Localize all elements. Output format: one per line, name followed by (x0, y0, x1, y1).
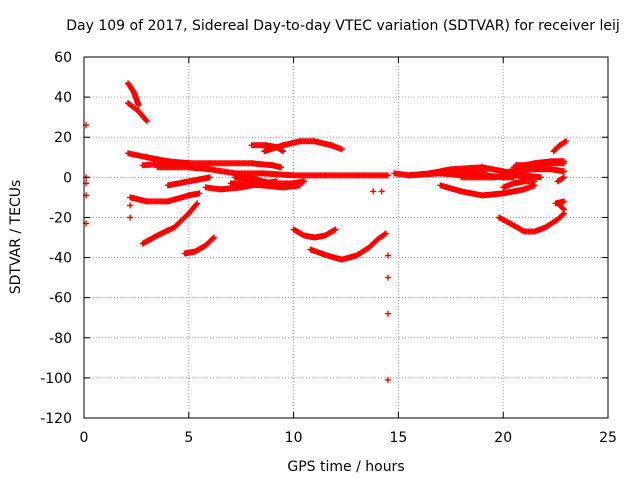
data-point-run (171, 210, 192, 231)
x-tick-label: 0 (80, 430, 89, 446)
data-point-run (542, 216, 561, 231)
data-point (127, 214, 134, 221)
data-point-run (206, 166, 238, 177)
data-track (496, 210, 567, 235)
data-track (125, 100, 150, 125)
data-point-run (322, 226, 339, 239)
data-track (556, 202, 567, 213)
data-point-run (125, 100, 142, 115)
data-point (370, 188, 377, 195)
data-point (127, 202, 134, 209)
data-track (290, 226, 339, 241)
data-point-run (185, 200, 201, 217)
plot-frame (83, 56, 609, 419)
y-tick-label: 40 (54, 90, 72, 106)
data-point-run (206, 160, 255, 167)
y-tick-label: -20 (49, 210, 72, 226)
data-point-run (185, 190, 203, 199)
data-point-run (458, 188, 486, 199)
data-point-run (556, 138, 570, 149)
data-point-run (248, 160, 276, 169)
data-point-run (542, 160, 567, 167)
axis-ticks: 0 5 10 15 20 25 60 40 20 0 -20 -40 -60 -80 -100 -120 (40, 50, 617, 446)
data-track (550, 138, 570, 155)
data-track (125, 80, 142, 109)
y-tick-label: -80 (49, 331, 72, 347)
data-track (139, 200, 201, 247)
x-tick-label: 10 (285, 430, 303, 446)
y-tick-label: -60 (49, 291, 72, 307)
data-point-run (353, 172, 391, 179)
y-tick-label: -40 (49, 251, 72, 267)
data-track (552, 198, 567, 207)
data-point-run (554, 174, 567, 185)
data-track (234, 170, 391, 179)
data-point-run (135, 108, 150, 125)
data-track (227, 180, 303, 191)
chart-title: Day 109 of 2017, Sidereal Day-to-day VTE… (66, 18, 620, 34)
data-track (261, 138, 345, 155)
data-point (384, 274, 391, 281)
data-track (231, 174, 308, 187)
y-tick-label: -120 (40, 411, 72, 427)
x-tick-label: 20 (494, 430, 512, 446)
y-tick-label: 60 (54, 50, 72, 66)
data-track (506, 166, 567, 175)
x-axis-label: GPS time / hours (287, 459, 404, 475)
data-point-run (556, 202, 567, 213)
data-point-run (164, 160, 213, 167)
data-track (181, 234, 217, 257)
data-track (512, 160, 567, 169)
y-tick-label: -100 (40, 371, 72, 387)
data-point-run (164, 178, 192, 189)
data-point-run (131, 90, 142, 109)
x-tick-label: 15 (389, 430, 407, 446)
data-point-run (521, 178, 538, 185)
data-point-run (353, 244, 373, 259)
data-series (83, 80, 570, 383)
data-point-run (374, 230, 389, 243)
data-point-run (125, 150, 150, 161)
data-point-run (269, 162, 285, 171)
data-track (437, 182, 538, 199)
data-point-run (521, 182, 538, 193)
data-point-run (479, 190, 507, 199)
y-tick-label: 20 (54, 130, 72, 146)
x-tick-label: 5 (184, 430, 193, 446)
data-track (127, 190, 203, 205)
data-track (139, 160, 285, 171)
data-point-run (548, 166, 567, 175)
data-point-run (202, 234, 217, 249)
y-tick-label: 0 (63, 170, 72, 186)
data-track (307, 230, 389, 263)
data-track (500, 178, 538, 191)
data-point-run (280, 182, 303, 191)
data-point (384, 376, 391, 383)
x-tick-label: 25 (599, 430, 617, 446)
data-track (164, 174, 213, 189)
data-point (378, 188, 385, 195)
y-axis-label: SDTVAR / TECUs (8, 180, 24, 295)
data-point-run (510, 172, 538, 181)
data-point-run (328, 142, 345, 153)
grid (84, 57, 608, 418)
data-point-run (164, 192, 192, 205)
data-point (384, 252, 391, 259)
data-track (554, 174, 567, 185)
data-point-run (437, 182, 465, 195)
data-track (458, 172, 538, 181)
data-point-run (552, 198, 567, 207)
data-point-run (554, 210, 567, 223)
data-point (384, 310, 391, 317)
data-point-run (196, 174, 213, 183)
